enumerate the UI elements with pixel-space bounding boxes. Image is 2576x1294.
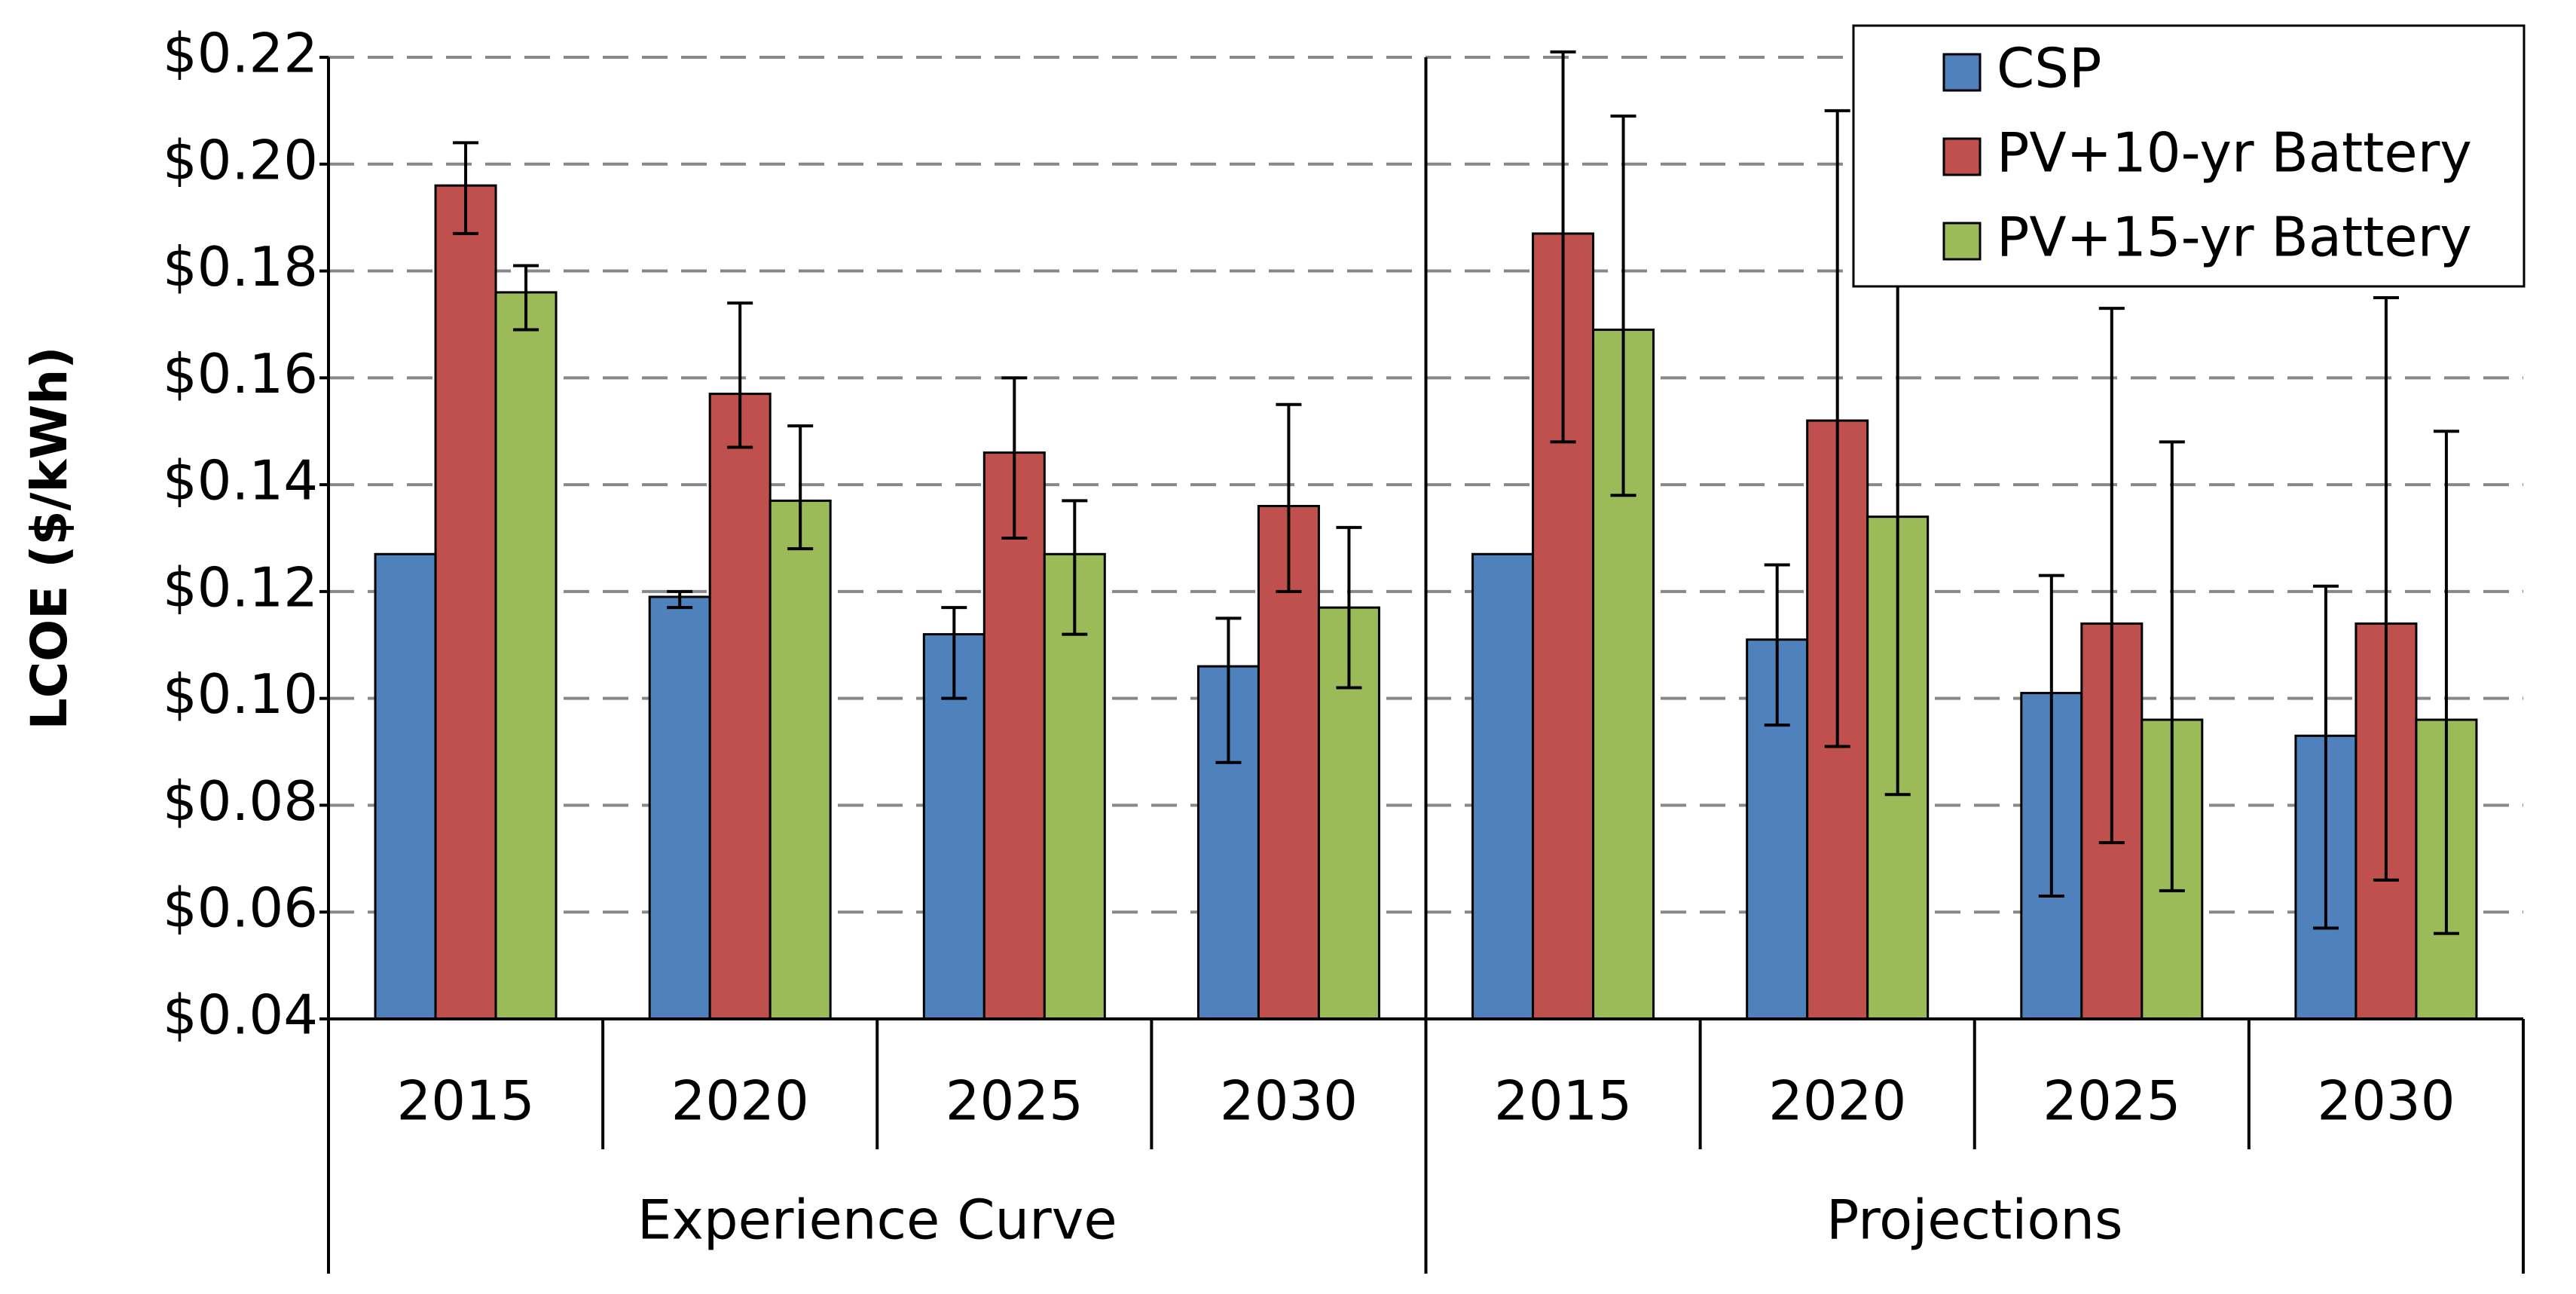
error-bar bbox=[1824, 109, 1850, 748]
error-bar bbox=[1215, 616, 1242, 764]
y-tick-label: $0.20 bbox=[163, 128, 318, 191]
x-tick-label: 2030 bbox=[1220, 1069, 1358, 1133]
error-bar bbox=[941, 606, 967, 700]
bar bbox=[708, 393, 772, 1020]
error-bar bbox=[1336, 525, 1362, 690]
error-bar bbox=[667, 589, 693, 610]
y-tick-label: $0.16 bbox=[163, 342, 318, 405]
error-bar bbox=[2373, 296, 2399, 882]
y-tick-label: $0.04 bbox=[163, 984, 318, 1047]
legend-swatch bbox=[1942, 137, 1982, 176]
x-tick-label: 2025 bbox=[2043, 1069, 2180, 1133]
x-tick-label: 2020 bbox=[1768, 1069, 1906, 1133]
y-tick-label: $0.18 bbox=[163, 235, 318, 298]
x-tick-label: 2015 bbox=[1494, 1069, 1632, 1133]
error-bar bbox=[2433, 430, 2459, 935]
error-bar bbox=[1550, 50, 1576, 444]
error-bar bbox=[2038, 574, 2064, 898]
y-tick-label: $0.14 bbox=[163, 449, 318, 512]
error-bar bbox=[1001, 376, 1028, 540]
y-tick-label: $0.10 bbox=[163, 662, 318, 726]
x-tick-label: 2025 bbox=[946, 1069, 1083, 1133]
bar bbox=[648, 595, 711, 1020]
error-bar bbox=[2098, 307, 2125, 845]
x-tick-label: 2030 bbox=[2317, 1069, 2455, 1133]
x-tick-label: 2015 bbox=[396, 1069, 534, 1133]
y-tick-label: $0.06 bbox=[163, 876, 318, 940]
y-tick-label: $0.08 bbox=[163, 769, 318, 833]
error-bar bbox=[1062, 499, 1088, 636]
error-bar bbox=[513, 264, 539, 332]
error-bar bbox=[2159, 440, 2185, 892]
error-bar bbox=[453, 141, 479, 235]
bar bbox=[769, 499, 832, 1020]
legend: CSP PV+10-yr Battery PV+15-yr Battery bbox=[1852, 24, 2526, 288]
legend-label: PV+10-yr Battery bbox=[1997, 121, 2472, 185]
x-tick-label: 2020 bbox=[671, 1069, 809, 1133]
legend-label: PV+15-yr Battery bbox=[1997, 206, 2472, 269]
bar bbox=[374, 552, 437, 1020]
bar bbox=[434, 184, 497, 1020]
error-bar bbox=[2312, 584, 2339, 930]
group-label: Projections bbox=[1826, 1188, 2123, 1252]
y-tick-label: $0.12 bbox=[163, 555, 318, 619]
legend-swatch bbox=[1942, 222, 1982, 261]
legend-label: CSP bbox=[1997, 37, 2101, 100]
error-bar bbox=[1276, 402, 1302, 593]
error-bar bbox=[1610, 114, 1636, 497]
legend-swatch bbox=[1942, 53, 1982, 92]
bar bbox=[494, 291, 558, 1020]
y-axis-label: LCOE ($/kWh) bbox=[20, 347, 78, 730]
error-bar bbox=[727, 301, 753, 449]
error-bar bbox=[1764, 563, 1790, 727]
error-bar bbox=[787, 424, 814, 551]
y-tick-label: $0.22 bbox=[163, 22, 318, 85]
bar bbox=[1471, 552, 1535, 1020]
group-label: Experience Curve bbox=[637, 1188, 1117, 1252]
